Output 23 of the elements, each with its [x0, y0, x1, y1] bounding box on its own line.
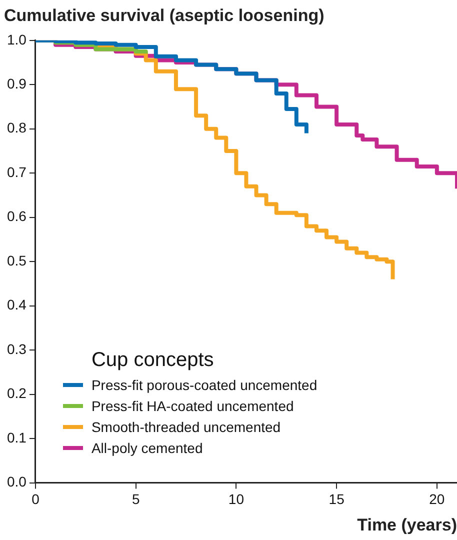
- y-tick-label: 0.1: [6, 429, 27, 446]
- y-tick-label: 0.9: [6, 76, 27, 92]
- x-tick-label: 0: [32, 491, 40, 508]
- y-tick-label: 0.4: [6, 296, 27, 313]
- x-tick-label: 5: [132, 491, 140, 508]
- legend-label: Press-fit HA-coated uncemented: [91, 398, 294, 414]
- chart-title: Cumulative survival (aseptic loosening): [4, 6, 324, 25]
- y-tick-label: 0.7: [6, 164, 27, 180]
- x-tick-label: 15: [328, 491, 345, 508]
- x-tick-label: 10: [228, 491, 244, 508]
- legend-label: All-poly cemented: [91, 440, 203, 456]
- y-tick-label: 0.3: [6, 340, 27, 357]
- legend-title: Cup concepts: [91, 348, 215, 372]
- x-axis-title: Time (years): [357, 515, 457, 534]
- legend-label: Press-fit porous-coated uncemented: [91, 376, 318, 393]
- x-tick-label: 20: [429, 491, 445, 508]
- legend-label: Smooth-threaded uncemented: [91, 418, 281, 435]
- y-tick-label: 1.0: [6, 31, 27, 48]
- y-tick-label: 0.6: [6, 208, 27, 224]
- y-tick-label: 0.0: [6, 474, 27, 490]
- y-tick-label: 0.5: [6, 252, 27, 268]
- y-tick-label: 0.8: [6, 120, 27, 136]
- y-tick-label: 0.2: [6, 385, 27, 402]
